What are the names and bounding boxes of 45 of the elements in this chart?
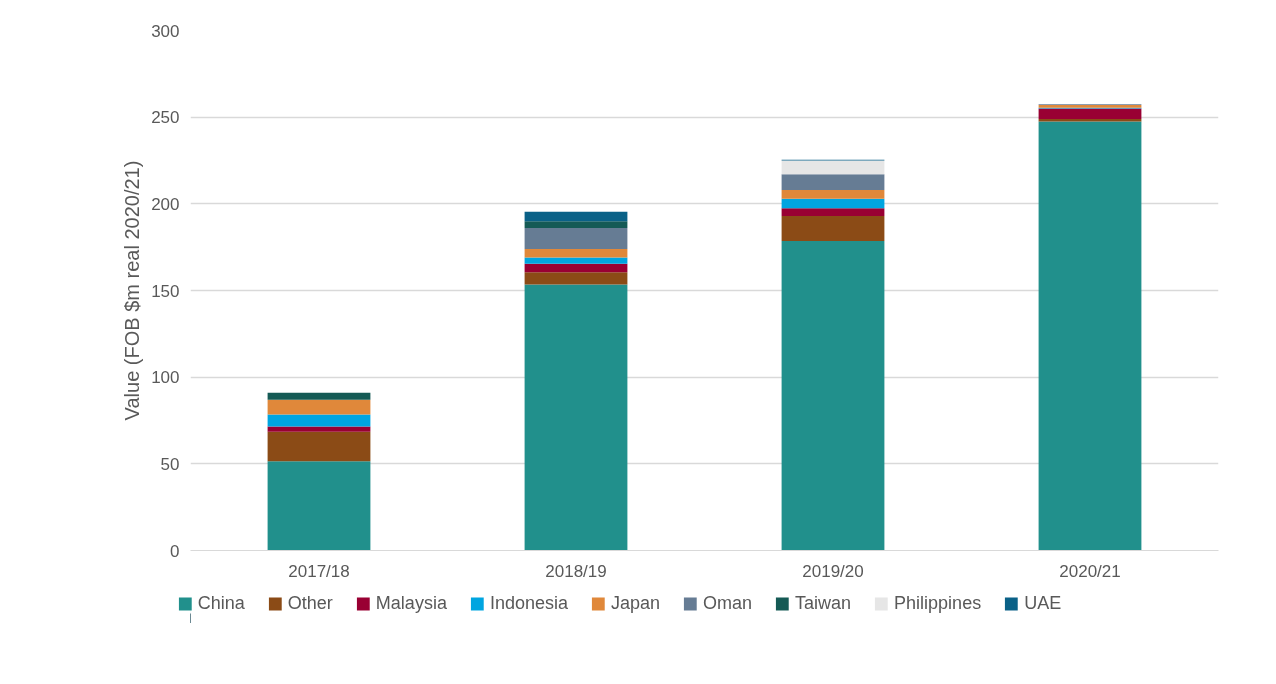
legend-label: Malaysia <box>375 592 447 614</box>
y-tick-label: 300 <box>151 21 180 41</box>
bar <box>524 263 628 273</box>
bar <box>781 198 885 209</box>
bar <box>1038 121 1142 551</box>
x-tick-label: 2020/21 <box>1059 561 1121 581</box>
bar <box>781 241 885 551</box>
bar <box>267 392 371 400</box>
y-tick-label: 100 <box>151 368 180 388</box>
legend-label: China <box>197 592 245 614</box>
legend-label: Japan <box>610 592 661 614</box>
legend-label: Philippines <box>894 592 982 614</box>
y-tick-label: 200 <box>151 194 180 214</box>
bar <box>781 189 885 199</box>
legend-label: UAE <box>1024 592 1062 614</box>
legend-label: Indonesia <box>489 592 568 614</box>
bar <box>267 426 371 432</box>
y-tick-label: 250 <box>151 108 180 128</box>
bar <box>524 257 628 264</box>
y-tick-label: 0 <box>170 541 180 561</box>
y-axis-title: Value (FOB $m real 2020/21) <box>121 160 144 421</box>
legend-label: Other <box>287 592 333 614</box>
bar <box>781 215 885 242</box>
bar <box>524 228 628 249</box>
bar <box>524 211 628 222</box>
x-tick-label: 2017/18 <box>288 561 350 581</box>
bar <box>267 414 371 427</box>
bar <box>1038 108 1142 119</box>
bar <box>267 399 371 415</box>
bar <box>524 221 628 229</box>
bar <box>781 174 885 190</box>
y-tick-label: 150 <box>151 281 180 301</box>
bar <box>781 208 885 216</box>
legend-label: Oman <box>703 592 753 614</box>
bar <box>1038 118 1142 122</box>
bar <box>524 284 628 551</box>
y-tick-label: 50 <box>160 454 180 474</box>
bar <box>524 248 628 258</box>
x-tick-label: 2018/19 <box>545 561 607 581</box>
bar <box>524 272 628 285</box>
bar <box>267 461 371 551</box>
bar <box>781 160 885 175</box>
x-tick-label: 2019/20 <box>802 561 864 581</box>
bar <box>267 431 371 462</box>
legend-label: Taiwan <box>795 592 852 614</box>
